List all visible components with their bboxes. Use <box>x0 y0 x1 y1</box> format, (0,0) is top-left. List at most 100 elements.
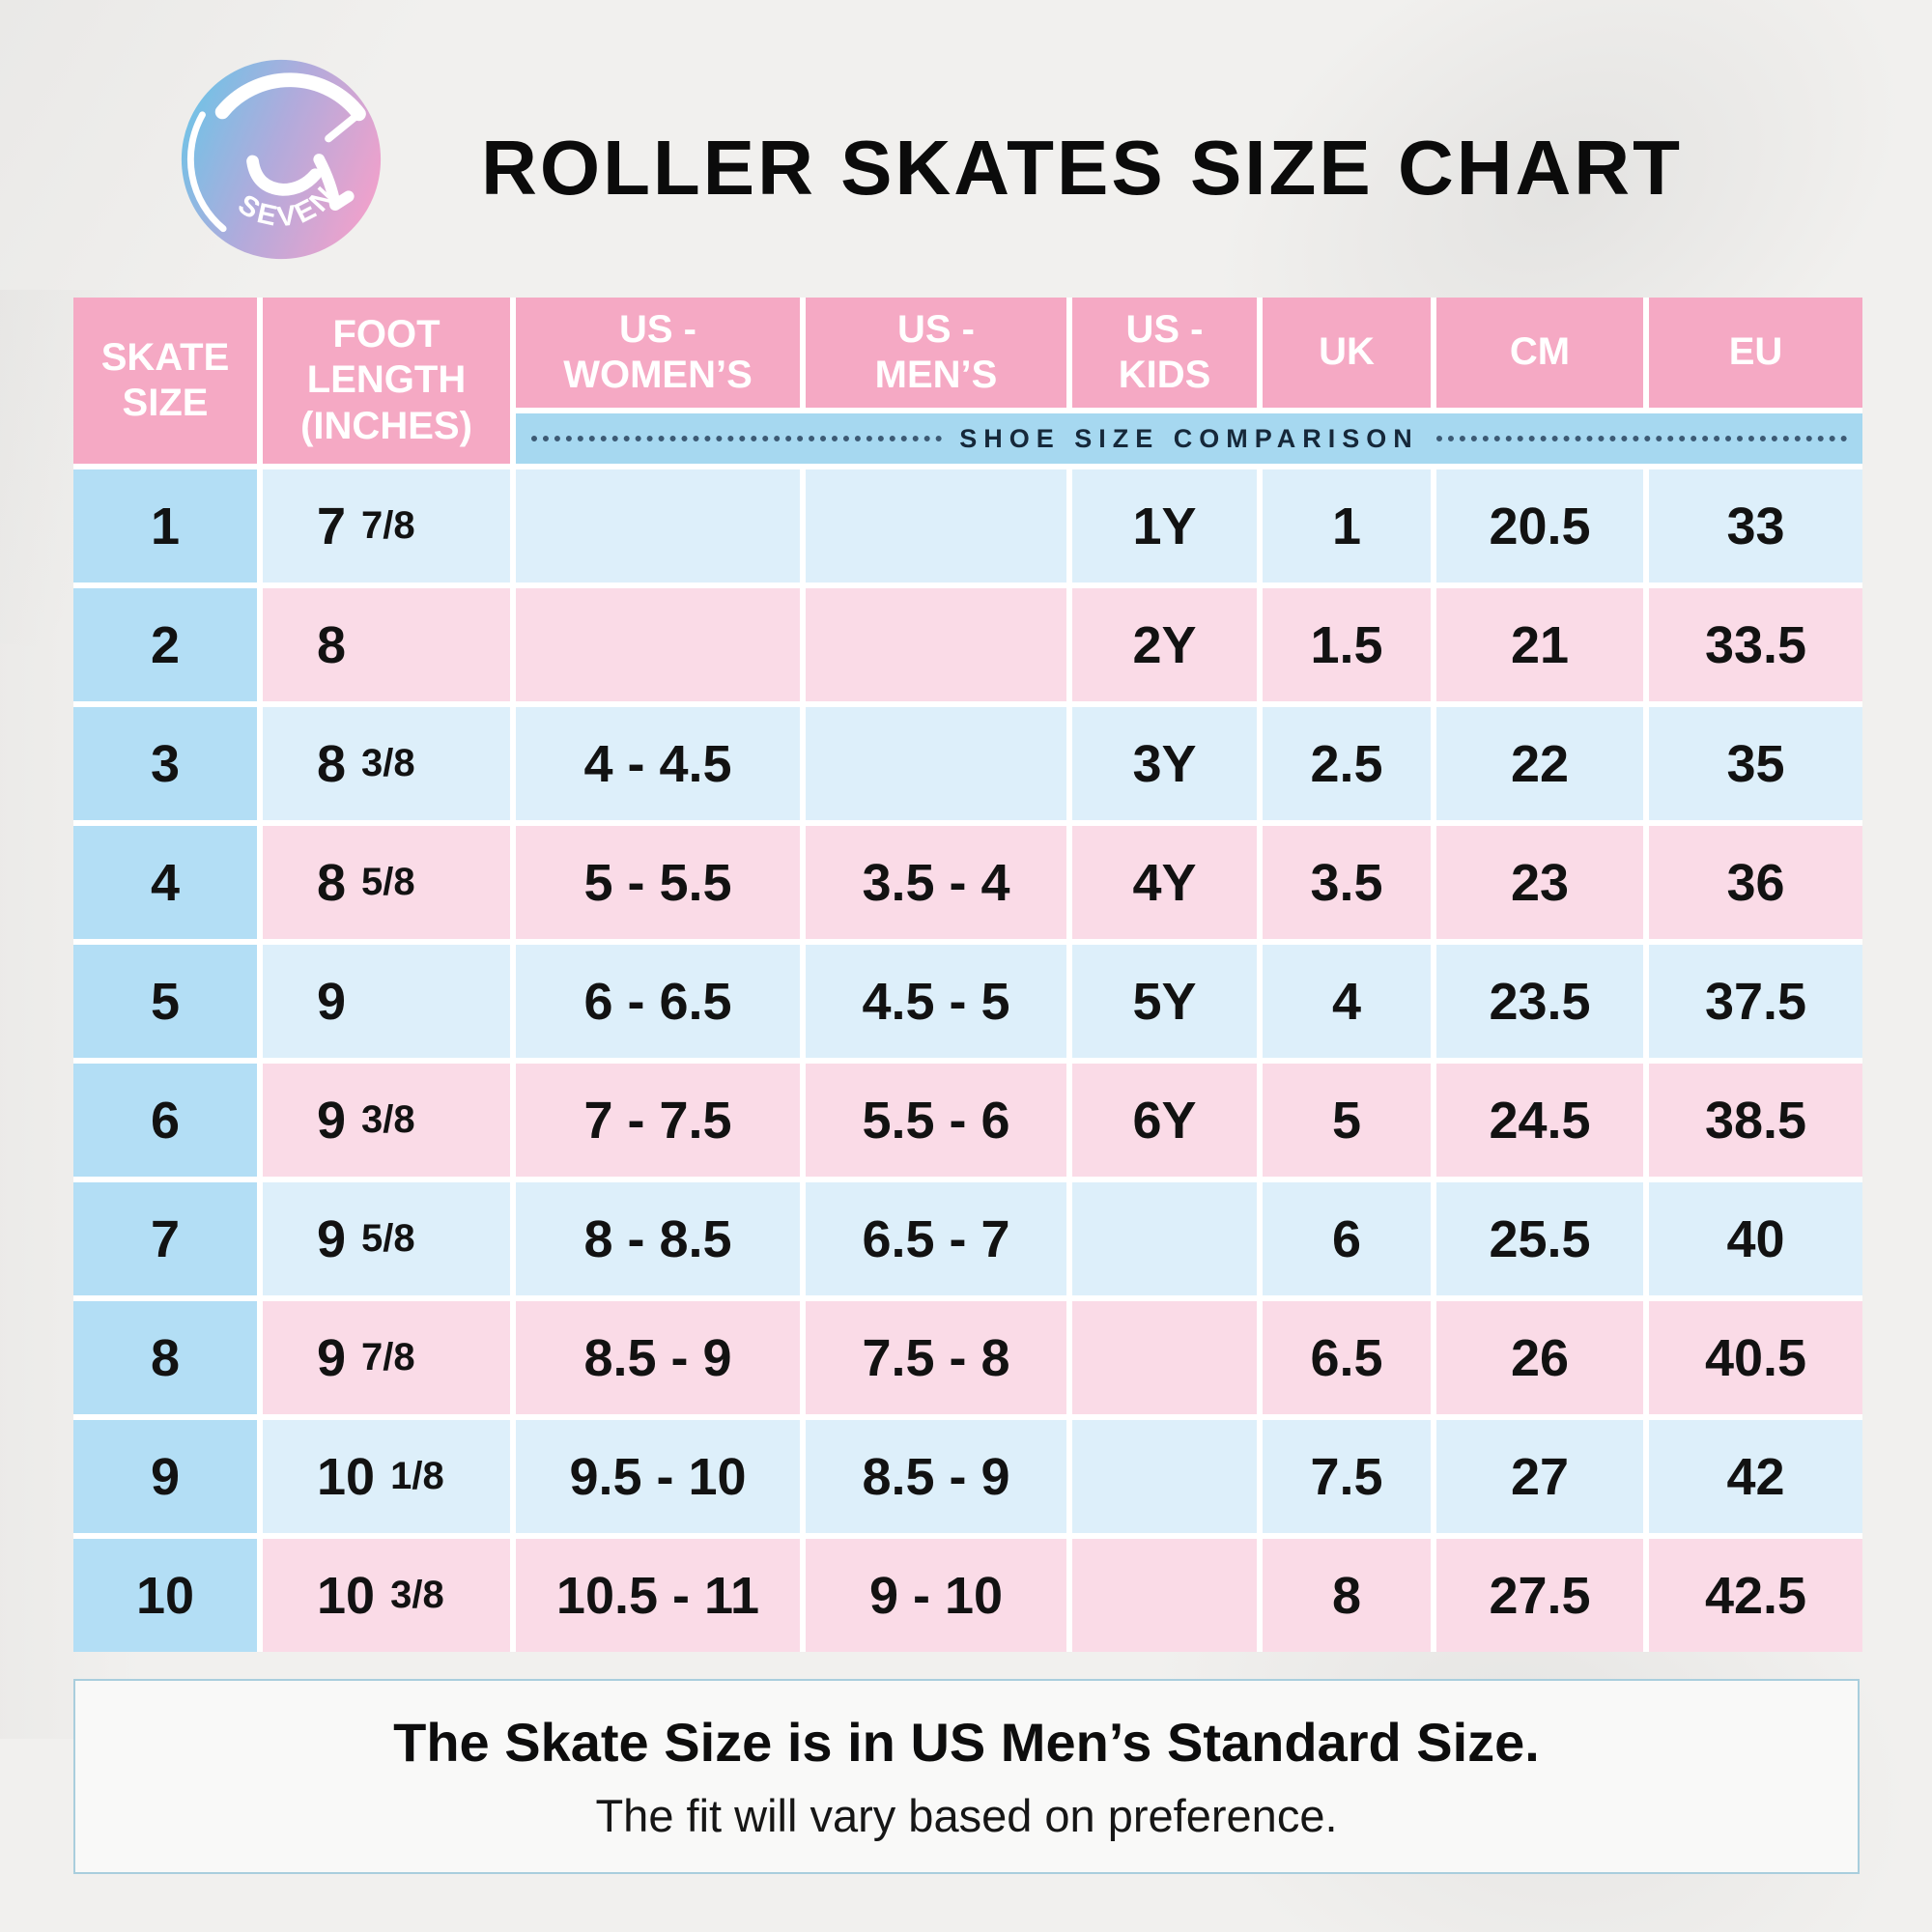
comparison-strip: SHOE SIZE COMPARISON <box>516 413 1862 464</box>
header-foot-length: FOOT LENGTH (INCHES) <box>263 298 510 464</box>
cell-cm: 23 <box>1436 826 1643 939</box>
cell-eu: 36 <box>1649 826 1862 939</box>
foot-length-int: 10 <box>317 1566 376 1625</box>
foot-length-fraction: 5/8 <box>361 861 415 903</box>
cell-cm: 25.5 <box>1436 1182 1643 1295</box>
cell-uk: 1.5 <box>1263 588 1431 701</box>
cell-uk: 7.5 <box>1263 1420 1431 1533</box>
header-us-womens: US - WOMEN’S <box>516 298 800 408</box>
cell-uk: 1 <box>1263 469 1431 582</box>
cell-us-mens: 9 - 10 <box>806 1539 1066 1652</box>
cell-uk: 2.5 <box>1263 707 1431 820</box>
cell-foot-length: 8 5/8 <box>263 826 510 939</box>
logo-seven-leg <box>313 154 355 212</box>
cell-us-mens <box>806 707 1066 820</box>
cell-cm: 23.5 <box>1436 945 1643 1058</box>
page-title: ROLLER SKATES SIZE CHART <box>481 125 1683 211</box>
logo-crescent-highlight <box>186 111 227 233</box>
foot-length-int: 9 <box>317 1091 347 1150</box>
logo-top-swoosh <box>214 72 366 122</box>
foot-length-int: 7 <box>317 497 347 555</box>
cell-us-womens: 5 - 5.5 <box>516 826 800 939</box>
cell-us-mens: 7.5 - 8 <box>806 1301 1066 1414</box>
foot-length-int: 10 <box>317 1447 376 1506</box>
cell-skate-size: 4 <box>73 826 257 939</box>
cell-us-womens <box>516 469 800 582</box>
cell-uk: 8 <box>1263 1539 1431 1652</box>
cell-us-womens: 8.5 - 9 <box>516 1301 800 1414</box>
cell-us-mens: 8.5 - 9 <box>806 1420 1066 1533</box>
cell-eu: 33 <box>1649 469 1862 582</box>
cell-us-womens: 4 - 4.5 <box>516 707 800 820</box>
cell-eu: 37.5 <box>1649 945 1862 1058</box>
cell-us-mens: 5.5 - 6 <box>806 1064 1066 1177</box>
cell-foot-length: 9 5/8 <box>263 1182 510 1295</box>
cell-us-mens: 4.5 - 5 <box>806 945 1066 1058</box>
foot-length-fraction: 7/8 <box>361 504 415 547</box>
cell-us-mens <box>806 469 1066 582</box>
cell-cm: 27 <box>1436 1420 1643 1533</box>
cell-foot-length: 10 3/8 <box>263 1539 510 1652</box>
cell-us-kids: 1Y <box>1072 469 1257 582</box>
cell-us-mens <box>806 588 1066 701</box>
comparison-label: SHOE SIZE COMPARISON <box>959 423 1419 453</box>
cell-us-kids: 2Y <box>1072 588 1257 701</box>
foot-length-int: 8 <box>317 853 347 912</box>
foot-length-fraction: 5/8 <box>361 1217 415 1260</box>
cell-skate-size: 2 <box>73 588 257 701</box>
cell-uk: 4 <box>1263 945 1431 1058</box>
cell-us-kids: 5Y <box>1072 945 1257 1058</box>
cell-us-womens <box>516 588 800 701</box>
cell-eu: 35 <box>1649 707 1862 820</box>
cell-skate-size: 9 <box>73 1420 257 1533</box>
foot-length-fraction: 3/8 <box>361 742 415 784</box>
cell-foot-length: 9 3/8 <box>263 1064 510 1177</box>
cell-us-womens: 9.5 - 10 <box>516 1420 800 1533</box>
cell-foot-length: 9 <box>263 945 510 1058</box>
cell-us-mens: 6.5 - 7 <box>806 1182 1066 1295</box>
cell-us-kids <box>1072 1420 1257 1533</box>
foot-length-fraction: 3/8 <box>390 1574 444 1616</box>
note-box: The Skate Size is in US Men’s Standard S… <box>73 1679 1860 1874</box>
foot-length-int: 8 <box>317 734 347 793</box>
header-eu: EU <box>1649 298 1862 408</box>
cell-cm: 20.5 <box>1436 469 1643 582</box>
cell-us-kids <box>1072 1301 1257 1414</box>
cell-skate-size: 1 <box>73 469 257 582</box>
foot-length-fraction: 3/8 <box>361 1098 415 1141</box>
cell-foot-length: 10 1/8 <box>263 1420 510 1533</box>
cell-us-kids <box>1072 1539 1257 1652</box>
header-uk: UK <box>1263 298 1431 408</box>
cell-us-kids <box>1072 1182 1257 1295</box>
cell-cm: 24.5 <box>1436 1064 1643 1177</box>
dotted-line-left <box>531 436 943 441</box>
note-line-2: The fit will vary based on preference. <box>595 1790 1338 1841</box>
cell-uk: 3.5 <box>1263 826 1431 939</box>
foot-length-fraction: 7/8 <box>361 1336 415 1378</box>
cell-us-mens: 3.5 - 4 <box>806 826 1066 939</box>
cell-eu: 40 <box>1649 1182 1862 1295</box>
cell-skate-size: 7 <box>73 1182 257 1295</box>
foot-length-int: 9 <box>317 1328 347 1387</box>
cell-uk: 6 <box>1263 1182 1431 1295</box>
brand-logo: SEVEN <box>181 59 382 260</box>
header-cm: CM <box>1436 298 1643 408</box>
cell-us-womens: 8 - 8.5 <box>516 1182 800 1295</box>
cell-eu: 42 <box>1649 1420 1862 1533</box>
cell-foot-length: 9 7/8 <box>263 1301 510 1414</box>
cell-uk: 5 <box>1263 1064 1431 1177</box>
foot-length-int: 8 <box>317 615 347 674</box>
cell-foot-length: 8 <box>263 588 510 701</box>
logo-smile-mark <box>246 155 322 196</box>
cell-cm: 22 <box>1436 707 1643 820</box>
dotted-line-right <box>1435 436 1848 441</box>
cell-skate-size: 3 <box>73 707 257 820</box>
header-skate-size: SKATE SIZE <box>73 298 257 464</box>
cell-us-womens: 6 - 6.5 <box>516 945 800 1058</box>
foot-length-fraction: 1/8 <box>390 1455 444 1497</box>
foot-length-int: 9 <box>317 1209 347 1268</box>
cell-eu: 42.5 <box>1649 1539 1862 1652</box>
logo-swoosh-hook <box>325 109 363 143</box>
cell-us-womens: 7 - 7.5 <box>516 1064 800 1177</box>
